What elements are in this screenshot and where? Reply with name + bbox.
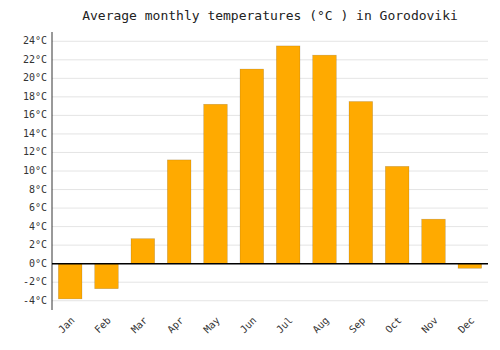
zero-line (52, 263, 488, 265)
bar (276, 46, 300, 264)
grid-line (52, 189, 488, 190)
bar (204, 104, 228, 263)
y-tick-label: 0°C (29, 258, 47, 269)
y-tick-label: -4°C (23, 295, 47, 306)
y-tick-label: 12°C (23, 146, 47, 157)
bar (95, 264, 119, 289)
grid-line (52, 96, 488, 97)
y-tick-label: 24°C (23, 35, 47, 46)
x-tick-label: Oct (383, 315, 404, 336)
bar (167, 160, 191, 264)
y-tick-label: -2°C (23, 276, 47, 287)
x-tick-label: Mar (129, 315, 150, 336)
bar (313, 55, 337, 263)
y-tick-label: 6°C (29, 202, 47, 213)
bar (385, 166, 409, 263)
chart-svg: Average monthly temperatures (°C ) in Go… (0, 0, 500, 350)
grid-line (52, 78, 488, 79)
grid-line (52, 59, 488, 60)
x-tick-label: Jun (238, 315, 259, 336)
x-tick-label: Nov (419, 315, 440, 336)
y-tick-label: 8°C (29, 184, 47, 195)
bar (422, 219, 446, 263)
grid-line (52, 133, 488, 134)
x-axis: Jan Feb Mar Apr May Jun Jul Aug Sep Oct Nov Dec (56, 315, 476, 336)
page: {"chart_data": {"type": "bar", "title": … (0, 0, 500, 350)
bar (349, 102, 373, 264)
bar (131, 239, 155, 264)
y-tick-label: 14°C (23, 128, 47, 139)
y-tick-label: 18°C (23, 91, 47, 102)
bar (240, 69, 264, 264)
grid-line (52, 115, 488, 116)
bar (58, 264, 82, 299)
x-tick-label: Feb (92, 315, 113, 336)
x-tick-label: Apr (165, 315, 186, 336)
y-tick-label: 10°C (23, 165, 47, 176)
grid-line (52, 171, 488, 172)
bars (58, 46, 481, 299)
grid-line (52, 263, 488, 264)
x-tick-label: Jan (56, 315, 77, 336)
y-axis: -4°C -2°C 0°C 2°C 4°C 6°C 8°C 10°C 12°C 14°C 16°C 1… (23, 35, 47, 305)
x-tick-label: Dec (456, 315, 477, 336)
x-tick-label: Sep (347, 315, 368, 336)
grid-line (52, 152, 488, 153)
y-tick-label: 16°C (23, 109, 47, 120)
x-tick-label: Jul (274, 315, 295, 336)
y-tick-label: 2°C (29, 239, 47, 250)
grid-line (52, 208, 488, 209)
y-tick-label: 22°C (23, 54, 47, 65)
grid-line (52, 300, 488, 301)
y-axis-line (52, 32, 53, 310)
y-tick-label: 4°C (29, 221, 47, 232)
x-tick-label: Aug (310, 315, 331, 336)
grid-line (52, 41, 488, 42)
x-tick-label: May (201, 315, 222, 336)
chart-container: Average monthly temperatures (°C ) in Go… (0, 0, 500, 350)
title: Average monthly temperatures (°C ) in Go… (82, 8, 458, 23)
y-tick-label: 20°C (23, 72, 47, 83)
grid (52, 41, 488, 300)
